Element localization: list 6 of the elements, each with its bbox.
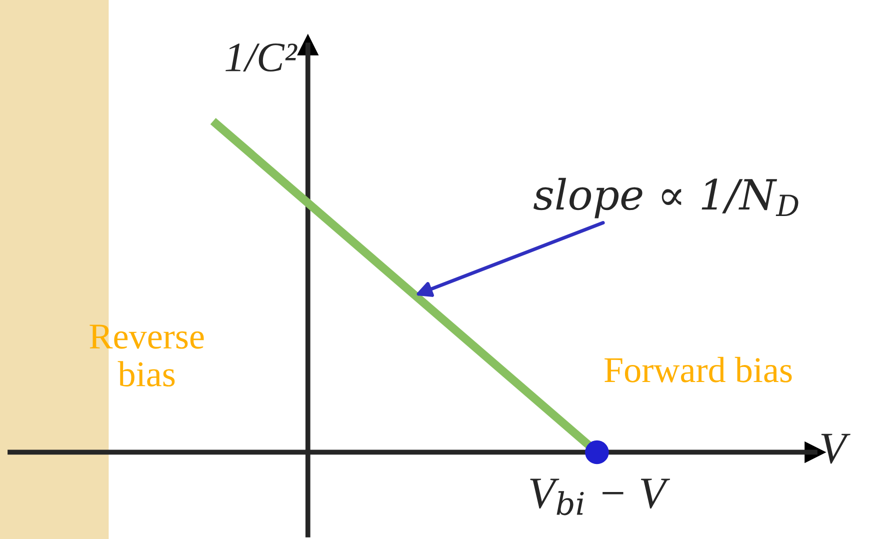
y-axis-title: 1/C² xyxy=(226,44,298,72)
text: V$_{bi}$ − V xyxy=(530,478,670,516)
annotation: Reverse bias xyxy=(90,324,204,387)
x-axis-title: V xyxy=(821,434,850,464)
annotation: slope ∝ 1/N$_{D}$ xyxy=(534,178,798,218)
annotation: Forward bias xyxy=(604,356,792,382)
